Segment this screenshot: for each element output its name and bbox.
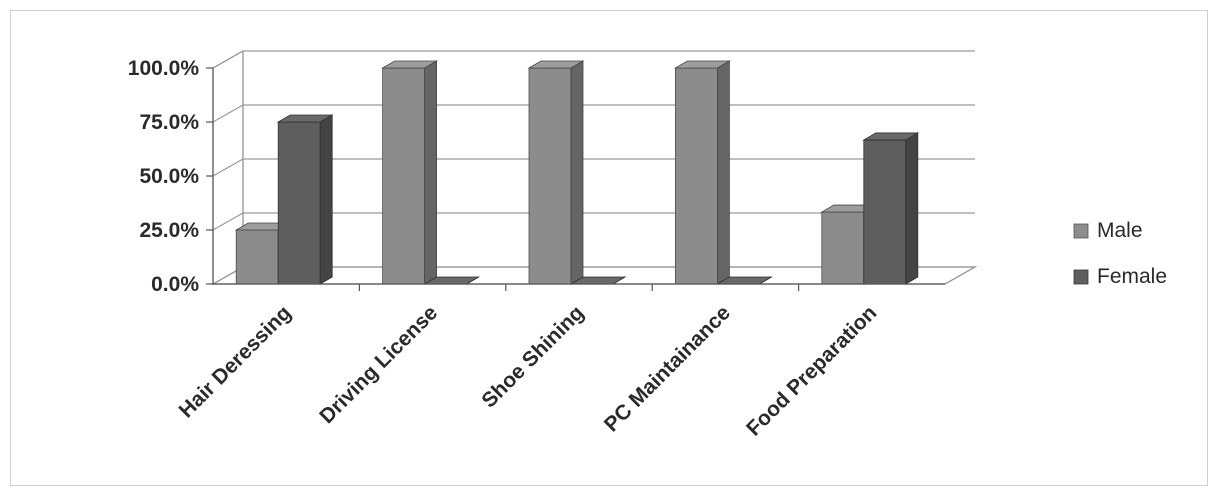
x-category-label: Food Preparation <box>742 301 881 440</box>
legend-swatch <box>1073 269 1089 285</box>
legend-item-male: Male <box>1073 219 1143 242</box>
bar-female-4 <box>862 132 920 285</box>
y-axis-ticks: 0.0% 25.0% 50.0% 75.0% 100.0% <box>128 57 214 296</box>
x-category-label: Hair Deressing <box>175 301 296 422</box>
gridline <box>212 104 975 123</box>
y-tick-label: 0.0% <box>151 273 199 296</box>
x-category-label: PC Maintainance <box>600 301 735 436</box>
bar-male-2 <box>527 60 585 285</box>
bar-male-1 <box>381 60 439 285</box>
y-tick-label: 100.0% <box>128 57 200 80</box>
gridline <box>212 50 975 69</box>
legend-label: Female <box>1097 265 1167 288</box>
y-tick-label: 25.0% <box>139 219 199 242</box>
gridline <box>212 158 975 177</box>
y-tick-label: 50.0% <box>139 165 199 188</box>
chart-frame <box>10 10 1208 486</box>
x-category-label: Driving License <box>315 301 442 428</box>
x-axis-labels: Hair Deressing Driving License Shoe Shinin… <box>175 283 945 440</box>
legend-item-female: Female <box>1073 265 1167 288</box>
y-tick-label: 75.0% <box>139 111 199 134</box>
legend-swatch <box>1073 223 1089 239</box>
bar-male-3 <box>673 60 731 285</box>
bars <box>234 60 920 285</box>
gridline <box>212 212 975 231</box>
legend: Male Female <box>1073 219 1167 288</box>
bar-female-0 <box>276 114 334 285</box>
x-category-label: Shoe Shining <box>477 301 588 412</box>
legend-label: Male <box>1097 219 1143 242</box>
